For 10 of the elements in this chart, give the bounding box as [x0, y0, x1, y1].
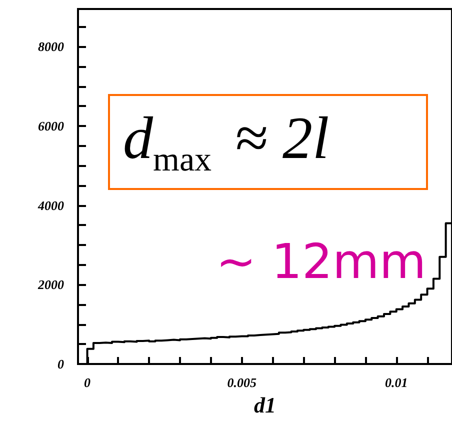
- x-axis-title: d1: [254, 392, 276, 418]
- x-tick-label: 0.005: [227, 375, 257, 390]
- annotation: ~ 12mm: [216, 234, 426, 290]
- x-tick-label: 0: [84, 375, 92, 390]
- x-tick-label: 0.01: [384, 375, 408, 390]
- y-tick-label: 8000: [38, 39, 64, 54]
- y-tick-label: 0: [58, 356, 64, 372]
- y-tick-label: 6000: [38, 118, 64, 134]
- y-tick-label: 2000: [37, 277, 64, 292]
- y-tick-label: 4000: [37, 198, 64, 213]
